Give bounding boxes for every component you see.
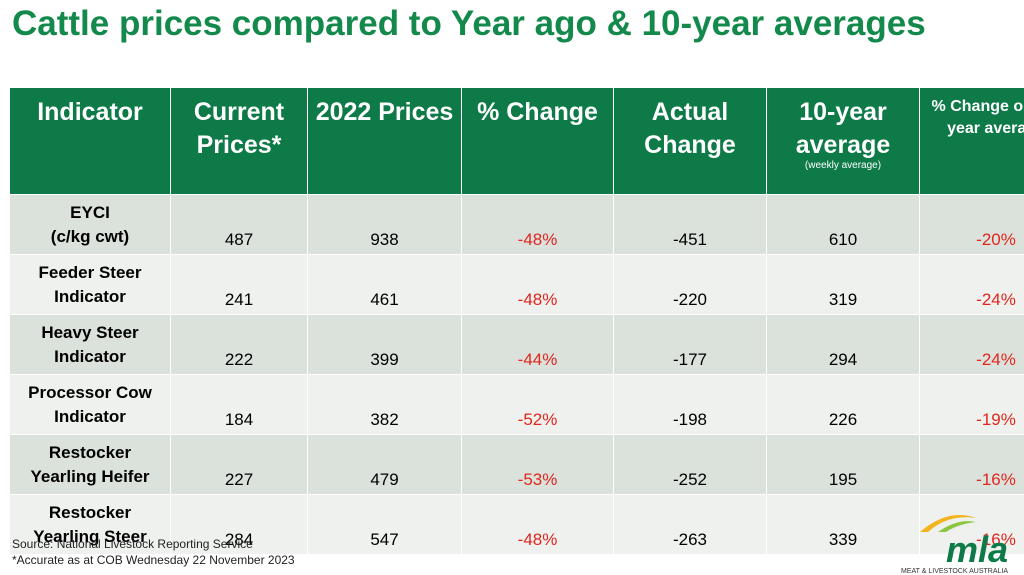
logo-swoosh xyxy=(918,512,978,534)
label-line: Yearling Heifer xyxy=(10,465,170,489)
cell: -48% xyxy=(462,195,614,255)
header-cell: % Change on 10-year average xyxy=(920,88,1024,195)
label-line: Restocker xyxy=(10,441,170,465)
cell: 319 xyxy=(767,255,920,315)
footnote: *Accurate as at COB Wednesday 22 Novembe… xyxy=(12,553,295,567)
cell: 479 xyxy=(308,435,462,495)
cell: -220 xyxy=(614,255,767,315)
label-line: Indicator xyxy=(10,405,170,429)
cell: 222 xyxy=(171,315,308,375)
cell: -263 xyxy=(614,495,767,555)
cell: -198 xyxy=(614,375,767,435)
label-line: Heavy Steer xyxy=(10,321,170,345)
header-cell: Indicator xyxy=(10,88,171,195)
cell: 487 xyxy=(171,195,308,255)
source: Source: National Livestock Reporting Ser… xyxy=(12,537,253,551)
cell: 547 xyxy=(308,495,462,555)
header-text: 10-year average xyxy=(796,98,891,159)
header-cell: Actual Change xyxy=(614,88,767,195)
cell: 294 xyxy=(767,315,920,375)
logo: mla MEAT & LIVESTOCK AUSTRALIA xyxy=(901,518,1008,575)
header-cell: 10-year average (weekly average) xyxy=(767,88,920,195)
cell: 339 xyxy=(767,495,920,555)
header-text: % Change xyxy=(477,98,598,126)
cell: -16% xyxy=(920,435,1024,495)
cell: 938 xyxy=(308,195,462,255)
header-cell: % Change xyxy=(462,88,614,195)
cell: -48% xyxy=(462,495,614,555)
header-text: Current Prices* xyxy=(194,98,284,159)
cell: -24% xyxy=(920,315,1024,375)
label-line: Processor Cow xyxy=(10,381,170,405)
header-note: (weekly average) xyxy=(771,161,915,171)
header-text: 2022 Prices xyxy=(316,98,454,126)
cell: 226 xyxy=(767,375,920,435)
cell: 610 xyxy=(767,195,920,255)
cell: -451 xyxy=(614,195,767,255)
cell: -19% xyxy=(920,375,1024,435)
label-line: Indicator xyxy=(10,345,170,369)
label-line: (c/kg cwt) xyxy=(10,225,170,249)
cell: -20% xyxy=(920,195,1024,255)
row-label: EYCI(c/kg cwt) xyxy=(10,195,171,255)
cell: -53% xyxy=(462,435,614,495)
cell: -177 xyxy=(614,315,767,375)
cell: 382 xyxy=(308,375,462,435)
label-line: Feeder Steer xyxy=(10,261,170,285)
logo-name: mla xyxy=(901,532,1008,568)
cell: 195 xyxy=(767,435,920,495)
header-text: % Change on 10-year average xyxy=(932,98,1024,137)
cell: 461 xyxy=(308,255,462,315)
cell: -252 xyxy=(614,435,767,495)
cell: -48% xyxy=(462,255,614,315)
header-text: Indicator xyxy=(37,98,143,126)
cell: 241 xyxy=(171,255,308,315)
header-cell: Current Prices* xyxy=(171,88,308,195)
label-line: Restocker xyxy=(10,501,170,525)
price-table: Indicator Current Prices* 2022 Prices % Cha… xyxy=(10,88,1024,554)
header-cell: 2022 Prices xyxy=(308,88,462,195)
cell: -52% xyxy=(462,375,614,435)
label-line: Indicator xyxy=(10,285,170,309)
cell: 184 xyxy=(171,375,308,435)
cell: 399 xyxy=(308,315,462,375)
cell: 227 xyxy=(171,435,308,495)
header-text: Actual Change xyxy=(644,98,736,159)
cell: -24% xyxy=(920,255,1024,315)
label-line: EYCI xyxy=(10,201,170,225)
cell: -44% xyxy=(462,315,614,375)
title: Cattle prices compared to Year ago & 10-… xyxy=(12,4,926,44)
